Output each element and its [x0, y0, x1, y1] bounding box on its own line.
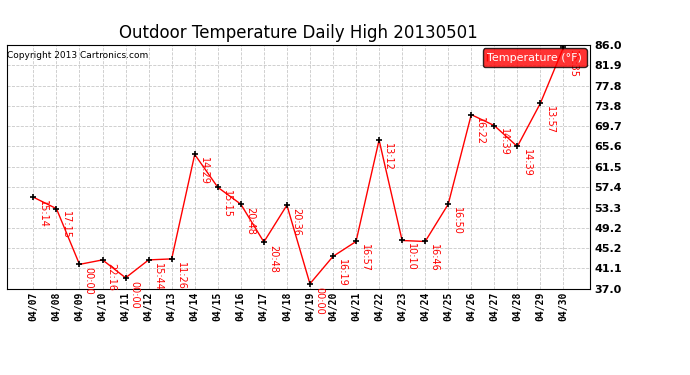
Text: 16:19: 16:19 [337, 259, 347, 287]
Text: 20:36: 20:36 [291, 208, 301, 236]
Text: 11:26: 11:26 [176, 262, 186, 290]
Legend: Temperature (°F): Temperature (°F) [483, 48, 586, 67]
Text: 00:00: 00:00 [314, 286, 324, 314]
Text: 15:15: 15:15 [222, 190, 232, 218]
Text: 17:15: 17:15 [61, 211, 70, 240]
Text: 16:46: 16:46 [429, 244, 440, 272]
Text: 22:16: 22:16 [107, 262, 117, 291]
Text: 14:29: 14:29 [199, 157, 209, 185]
Text: 16:50: 16:50 [453, 207, 462, 235]
Text: 20:48: 20:48 [245, 207, 255, 235]
Text: Copyright 2013 Cartronics.com: Copyright 2013 Cartronics.com [7, 51, 148, 60]
Text: 00:00: 00:00 [130, 280, 140, 308]
Text: 14:39: 14:39 [498, 128, 509, 156]
Title: Outdoor Temperature Daily High 20130501: Outdoor Temperature Daily High 20130501 [119, 24, 477, 42]
Text: 20:48: 20:48 [268, 245, 278, 273]
Text: 14:39: 14:39 [522, 149, 531, 177]
Text: 16:22: 16:22 [475, 117, 486, 146]
Text: 10:10: 10:10 [406, 243, 416, 271]
Text: 13:12: 13:12 [383, 143, 393, 171]
Text: 00:00: 00:00 [83, 267, 94, 295]
Text: 15:44: 15:44 [152, 262, 163, 291]
Text: 16:57: 16:57 [360, 244, 371, 272]
Text: 15:14: 15:14 [37, 200, 48, 228]
Text: 15:35: 15:35 [568, 50, 578, 78]
Text: 13:57: 13:57 [544, 106, 555, 134]
